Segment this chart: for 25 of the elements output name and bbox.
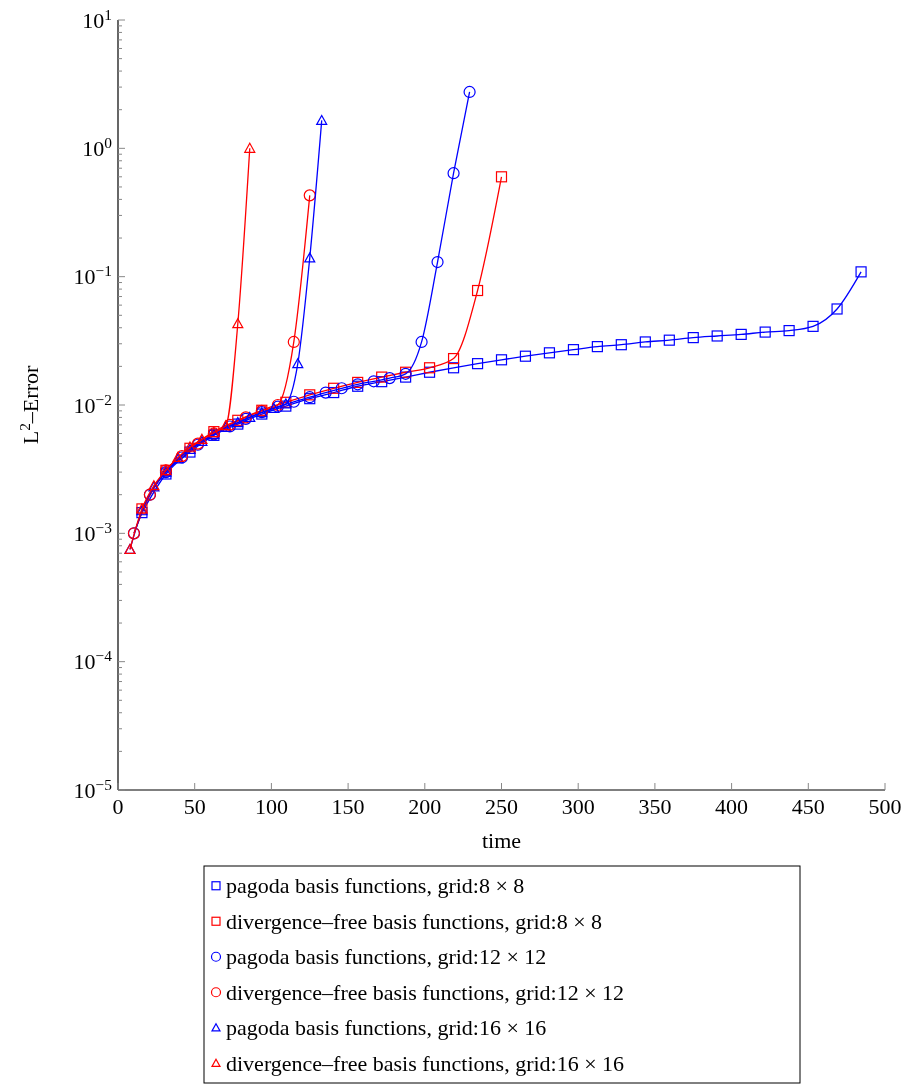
- x-axis-title: time: [481, 828, 522, 853]
- x-tick-label: 450: [791, 794, 825, 819]
- x-tick-label: 200: [408, 794, 442, 819]
- legend-label: pagoda basis functions, grid:12 × 12: [226, 944, 547, 970]
- y-tick-label: 10$^{−2}$: [73, 390, 112, 418]
- x-tick-label: 250: [485, 794, 518, 819]
- y-tick-label: 10$^{1}$: [82, 5, 112, 33]
- x-tick-label: 50: [183, 794, 206, 819]
- y-tick-label: 10$^{−5}$: [73, 775, 113, 803]
- x-tick-label: 100: [254, 794, 288, 819]
- x-tick-label: 400: [715, 794, 749, 819]
- legend-label: pagoda basis functions, grid:16 × 16: [226, 1015, 547, 1041]
- legend-label: pagoda basis functions, grid:8 × 8: [226, 873, 525, 899]
- x-tick-label: 350: [638, 794, 672, 819]
- legend-label: divergence–free basis functions, grid:16 × 16: [226, 1050, 625, 1076]
- x-tick-label: 150: [331, 794, 365, 819]
- x-tick-label: 500: [868, 794, 902, 819]
- x-tick-label: 300: [561, 794, 595, 819]
- legend-label: divergence–free basis functions, grid:12 × 12: [226, 979, 625, 1005]
- y-tick-label: 10$^{−3}$: [73, 518, 113, 547]
- y-tick-label: 10$^{−4}$: [73, 646, 113, 675]
- y-tick-label: 10$^{−1}$: [73, 261, 112, 290]
- x-tick-label: 0: [112, 794, 124, 819]
- legend-label: divergence–free basis functions, grid:8 × 8: [226, 908, 603, 934]
- y-tick-label: 10$^{0}$: [82, 133, 113, 162]
